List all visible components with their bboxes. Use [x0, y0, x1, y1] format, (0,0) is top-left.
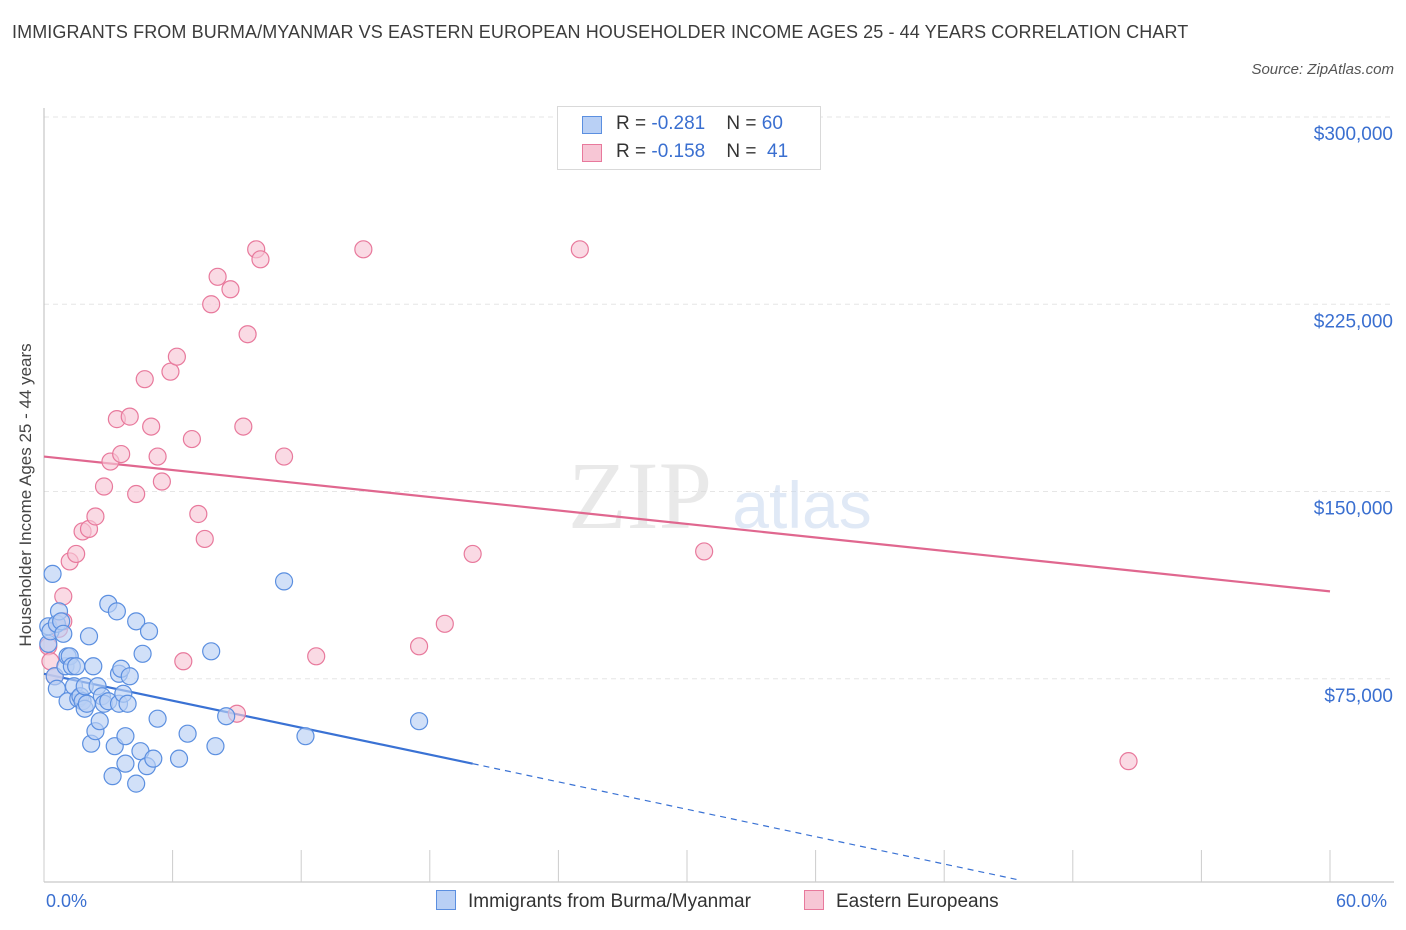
point-burma	[77, 694, 96, 713]
point-burma	[90, 712, 109, 731]
point-eastern	[463, 544, 482, 564]
point-burma	[79, 627, 99, 646]
point-eastern	[152, 472, 171, 491]
point-burma	[133, 644, 152, 663]
legend-n-label: N =	[726, 113, 762, 134]
y-tick-label: $150,000	[1314, 499, 1393, 520]
y-tick-label: $300,000	[1314, 124, 1393, 145]
x-tick-label-max: 60.0%	[1336, 891, 1388, 911]
point-eastern	[1119, 752, 1138, 771]
point-burma	[296, 727, 315, 746]
point-eastern	[570, 240, 589, 259]
point-burma	[217, 707, 236, 726]
series-name-eastern: Eastern Europeans	[836, 891, 999, 912]
trend-line-burma	[43, 672, 473, 765]
legend-r-label: R =	[616, 141, 652, 162]
point-eastern	[695, 542, 714, 561]
trend-line-burma-extension	[472, 763, 1020, 881]
point-burma	[120, 667, 139, 686]
data-points	[39, 240, 1138, 793]
trend-line-eastern	[43, 455, 1331, 593]
grid	[44, 116, 1394, 680]
point-eastern	[251, 250, 270, 269]
point-eastern	[221, 280, 240, 299]
y-tick-label: $225,000	[1314, 311, 1393, 332]
series-legend-burma: Immigrants from Burma/Myanmar	[436, 890, 751, 913]
point-burma	[127, 612, 146, 631]
point-burma	[409, 712, 429, 731]
point-burma	[148, 709, 167, 728]
point-eastern	[54, 587, 73, 606]
point-burma	[116, 754, 135, 773]
point-burma	[169, 749, 189, 768]
point-eastern	[148, 447, 167, 466]
legend-n-value: 60	[761, 113, 783, 134]
point-eastern	[182, 429, 201, 449]
point-eastern	[167, 347, 186, 366]
watermark-zip: ZIP	[568, 442, 712, 549]
point-eastern	[41, 652, 60, 671]
point-eastern	[409, 637, 429, 656]
legend-r-value: -0.281	[651, 113, 706, 134]
point-burma	[118, 694, 137, 713]
point-burma	[116, 727, 135, 746]
point-eastern	[94, 477, 114, 496]
point-burma	[43, 564, 62, 584]
point-eastern	[195, 529, 214, 549]
point-eastern	[142, 417, 161, 436]
legend-n-value: 41	[767, 141, 789, 162]
chart-title: IMMIGRANTS FROM BURMA/MYANMAR VS EASTERN…	[12, 22, 1189, 42]
point-eastern	[189, 504, 208, 524]
series-legend-eastern: Eastern Europeans	[804, 890, 999, 913]
legend-r-label: R =	[616, 113, 652, 134]
point-burma	[144, 749, 163, 768]
series-name-burma: Immigrants from Burma/Myanmar	[468, 891, 751, 912]
axes	[43, 108, 1394, 883]
point-eastern	[127, 484, 146, 504]
point-eastern	[135, 370, 154, 389]
legend-swatch-eastern	[582, 144, 602, 162]
correlation-legend: R = -0.281 N = 60 R = -0.158 N = 41	[557, 106, 821, 170]
point-eastern	[234, 417, 253, 436]
point-burma	[107, 602, 126, 621]
point-burma	[67, 657, 86, 676]
legend-swatch-eastern	[804, 890, 824, 910]
point-eastern	[174, 652, 193, 671]
x-tick-label-min: 0.0%	[46, 891, 88, 911]
point-eastern	[274, 447, 294, 466]
legend-r-value: -0.158	[651, 141, 706, 162]
point-eastern	[202, 295, 221, 314]
point-eastern	[161, 362, 180, 381]
point-eastern	[67, 544, 86, 564]
y-axis-label: Householder Income Ages 25 - 44 years	[16, 343, 35, 647]
trend-lines	[43, 455, 1331, 881]
watermark-atlas: atlas	[732, 468, 871, 542]
legend-swatch-burma	[582, 116, 602, 134]
source-label: Source: ZipAtlas.com	[1251, 61, 1394, 78]
point-eastern	[86, 507, 105, 526]
point-burma	[206, 737, 225, 756]
point-eastern	[208, 267, 227, 286]
point-burma	[274, 572, 294, 591]
point-eastern	[435, 614, 454, 633]
point-eastern	[354, 240, 373, 259]
point-eastern	[307, 647, 326, 666]
point-burma	[103, 767, 122, 786]
point-burma	[84, 657, 103, 676]
point-burma	[202, 642, 221, 661]
point-burma	[127, 774, 146, 793]
point-burma	[178, 724, 197, 743]
point-eastern	[112, 444, 131, 464]
point-eastern	[238, 325, 257, 344]
y-tick-label: $75,000	[1324, 686, 1393, 707]
point-eastern	[120, 407, 139, 426]
legend-n-label: N =	[726, 141, 762, 162]
legend-swatch-burma	[436, 890, 456, 910]
point-burma	[54, 624, 73, 643]
point-burma	[139, 622, 159, 641]
y-tick-labels: $75,000 $150,000 $225,000 $300,000	[1314, 124, 1393, 707]
